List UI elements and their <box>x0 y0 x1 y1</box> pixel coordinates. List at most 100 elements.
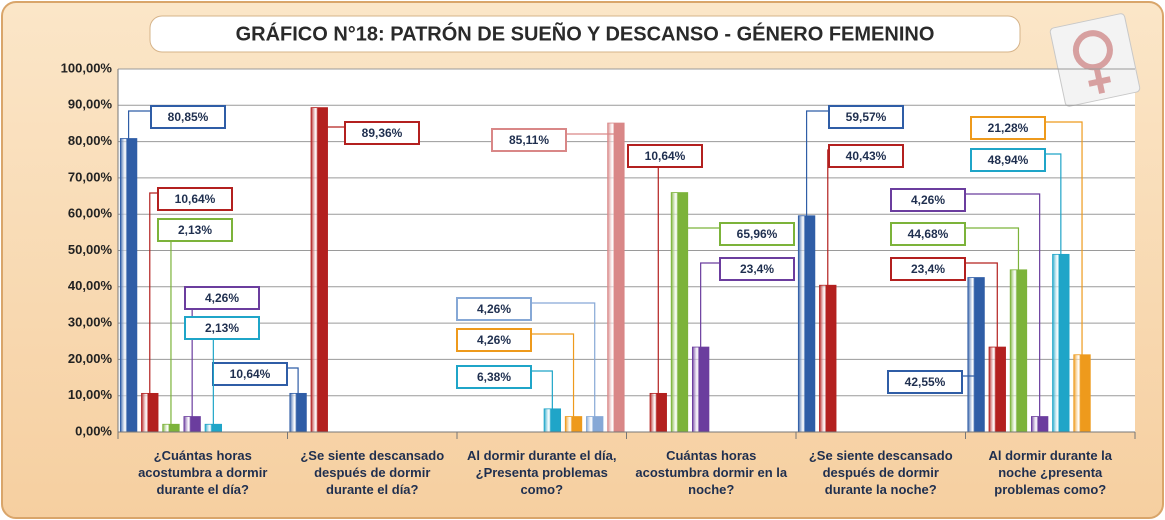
data-label: 59,57% <box>846 110 887 124</box>
data-label-box <box>627 144 703 168</box>
y-tick-label: 70,00% <box>68 169 113 184</box>
bar <box>183 416 201 433</box>
data-label: 10,64% <box>645 149 686 163</box>
x-tick-label: ¿Se siente descansado después de dormir … <box>300 448 445 497</box>
data-label: 40,43% <box>846 149 887 163</box>
y-tick-label: 100,00% <box>61 60 113 75</box>
leader-line <box>965 262 998 348</box>
bar <box>649 392 667 433</box>
leader-line <box>149 192 158 394</box>
y-tick-label: 50,00% <box>68 242 113 257</box>
x-tick-label: ¿Se siente descansado después de dormir … <box>808 448 953 497</box>
data-label-box <box>157 187 233 211</box>
data-label-box <box>184 316 260 340</box>
data-label-box <box>456 297 532 321</box>
data-label-box <box>456 365 532 389</box>
leader-line <box>531 302 596 417</box>
data-label-box <box>890 222 966 246</box>
leader-line <box>318 107 345 128</box>
bar <box>162 423 180 433</box>
leader-line <box>965 227 1020 270</box>
y-tick-label: 30,00% <box>68 315 113 330</box>
data-label-box <box>491 128 567 152</box>
data-label-box <box>184 286 260 310</box>
bar <box>543 408 562 433</box>
bar <box>797 215 816 433</box>
data-label: 4,26% <box>477 333 511 347</box>
data-label: 23,4% <box>740 262 774 276</box>
data-label-box <box>828 144 904 168</box>
data-label-box <box>456 328 532 352</box>
bar <box>564 416 583 433</box>
data-label-box <box>719 222 795 246</box>
bar <box>691 346 710 433</box>
data-label-box <box>970 116 1046 140</box>
data-label: 44,68% <box>908 227 949 241</box>
data-label: 85,11% <box>509 133 549 147</box>
leader-line <box>805 110 829 216</box>
bar <box>988 346 1006 433</box>
y-tick-label: 60,00% <box>68 206 113 221</box>
data-label-box <box>890 257 966 281</box>
y-tick-label: 0,00% <box>75 423 112 438</box>
data-label: 4,26% <box>205 291 239 305</box>
bar <box>310 107 328 433</box>
leader-line <box>678 192 720 229</box>
data-label: 10,64% <box>175 192 216 206</box>
data-label: 42,55% <box>905 375 946 389</box>
leader-line <box>287 367 299 394</box>
title-box <box>149 15 1021 53</box>
leader-line <box>965 193 1041 417</box>
x-tick-label: Al dormir durante el día, ¿Presenta prob… <box>466 448 617 497</box>
leader-line <box>1045 153 1062 255</box>
leader-line <box>127 110 151 139</box>
leader-line <box>700 262 720 348</box>
bar <box>204 423 223 433</box>
bar <box>289 392 307 433</box>
x-tick-label: Cuántas horas acostumbra dormir en la no… <box>635 448 788 497</box>
data-label-box <box>150 105 226 129</box>
bar <box>1052 253 1070 433</box>
bar <box>1009 269 1028 433</box>
bar <box>819 284 837 433</box>
leader-line <box>962 277 977 377</box>
data-label: 80,85% <box>168 110 209 124</box>
data-label: 48,94% <box>988 153 1029 167</box>
leader-line <box>531 333 575 417</box>
bar <box>141 392 159 433</box>
leader-line <box>1045 121 1083 355</box>
data-label-box <box>157 218 233 242</box>
data-labels: 80,85% 10,64% 59,57% 42,55% 10,64% 89,36% 10,6… <box>127 105 1083 425</box>
y-tick-label: 90,00% <box>68 97 113 112</box>
leader-line <box>566 123 617 135</box>
data-label: 4,26% <box>911 193 945 207</box>
data-label: 21,28% <box>988 121 1029 135</box>
y-tick-label: 10,00% <box>68 387 113 402</box>
data-label: 23,4% <box>911 262 945 276</box>
x-tick-label: Al dormir durante la noche ¿presenta pro… <box>988 448 1113 497</box>
female-icon <box>1049 13 1141 107</box>
x-tick-label: ¿Cuántas horas acostumbra a dormir duran… <box>138 448 268 497</box>
y-tick-label: 20,00% <box>68 351 113 366</box>
y-tick-label: 80,00% <box>68 133 113 148</box>
data-label-box <box>344 121 420 145</box>
data-label-box <box>887 370 963 394</box>
data-label: 6,38% <box>477 370 511 384</box>
data-label-box <box>970 148 1046 172</box>
bar <box>119 138 138 433</box>
chart-title: GRÁFICO N°18: PATRÓN DE SUEÑO Y DESCANSO… <box>236 21 935 45</box>
bar <box>1030 416 1049 433</box>
data-label-box <box>890 188 966 212</box>
y-tick-label: 40,00% <box>68 278 113 293</box>
data-label: 2,13% <box>205 321 239 335</box>
data-label: 2,13% <box>178 223 212 237</box>
data-label: 89,36% <box>362 126 403 140</box>
data-label-box <box>828 105 904 129</box>
data-label: 4,26% <box>477 302 511 316</box>
data-label: 10,64% <box>230 367 271 381</box>
data-label: 65,96% <box>737 227 778 241</box>
bar <box>586 416 604 433</box>
bar <box>1073 354 1091 433</box>
